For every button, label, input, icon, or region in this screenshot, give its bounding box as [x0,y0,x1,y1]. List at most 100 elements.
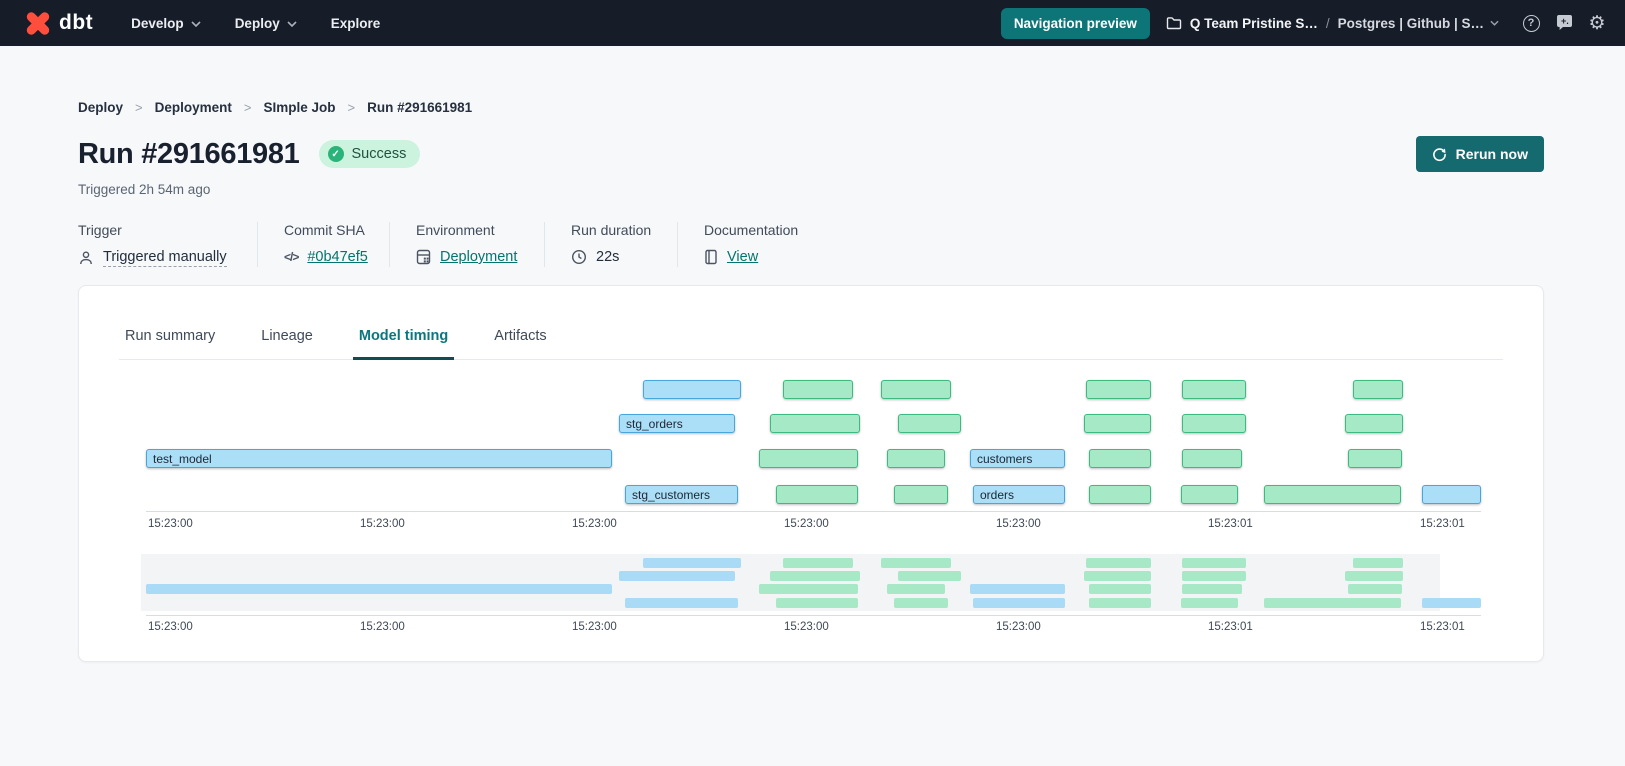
minimap-bar [1089,584,1151,594]
gantt-bar-label: stg_customers [632,487,711,502]
dbt-logo[interactable]: dbt [26,11,93,35]
axis-tick-label: 15:23:00 [572,518,617,530]
project-name[interactable]: Q Team Pristine S… [1190,16,1318,31]
nav-right: Navigation preview Q Team Pristine S… / … [1000,7,1607,39]
project-name-label: Q Team Pristine S… [1189,15,1318,31]
commit-sha-link[interactable]: #0b47ef5 [307,249,368,265]
chevron-down-icon [287,21,297,27]
environment-link[interactable]: Deployment [440,249,518,265]
chevron-down-icon [191,21,201,27]
folder-icon [1166,17,1182,30]
axis-tick-label: 15:23:00 [996,518,1041,530]
axis-tick-label: 15:23:00 [360,518,405,530]
gantt-bar[interactable] [1089,485,1151,504]
minimap-bar [1353,558,1403,568]
chevron-down-icon [1490,20,1499,26]
environment-selector[interactable]: Postgres | Github | S… [1338,16,1499,31]
gantt-bar-customers[interactable]: customers [970,449,1065,468]
minimap-bar [898,571,961,581]
gantt-bar-orders[interactable]: orders [973,485,1065,504]
nav-item-label: Deploy [234,15,280,31]
gantt-bar[interactable] [1182,380,1246,399]
gantt-bar[interactable] [1084,414,1151,433]
gantt-bar[interactable] [1182,414,1246,433]
gantt-bar[interactable] [1264,485,1401,504]
gantt-bar-label: test_model [153,451,212,466]
gantt-bar[interactable] [1422,485,1481,504]
gantt-bar[interactable] [1348,449,1402,468]
gantt-bar[interactable] [1181,485,1238,504]
gantt-bar[interactable] [1182,449,1242,468]
help-icon[interactable]: ? [1521,13,1541,33]
minimap-bar [1182,571,1246,581]
status-badge: ✓ Success [318,140,421,168]
gantt-bar[interactable] [887,449,945,468]
axis-tick-label: 15:23:00 [784,518,829,530]
svg-text:+.: +. [1561,16,1569,26]
axis-tick-label: 15:23:00 [360,621,405,633]
minimap-bar [1422,598,1481,608]
nav-item-develop[interactable]: Develop [131,16,201,31]
status-badge-label: Success [351,146,407,162]
gantt-bar[interactable] [783,380,853,399]
breadcrumb-deploy[interactable]: Deploy [78,100,124,115]
breadcrumb-job[interactable]: SImple Job [263,100,336,115]
gantt-bar[interactable] [894,485,948,504]
meta-trigger: Trigger Triggered manually [78,222,257,267]
meta-label: Trigger [78,222,122,238]
model-timing-gantt: stg_orders test_model customers stg_custome… [146,373,1481,535]
axis-tick-label: 15:23:01 [1420,621,1465,633]
gantt-bar-stg_orders[interactable]: stg_orders [619,414,735,433]
project-breadcrumb: Q Team Pristine S… / Postgres | Github |… [1166,16,1499,31]
top-nav: dbt Develop Deploy Explore Navigation pr… [0,0,1625,46]
minimap-bar [894,598,948,608]
minimap-bar [625,598,738,608]
gantt-bar-test_model[interactable]: test_model [146,449,612,468]
gantt-bar-label: orders [980,487,1015,502]
gantt-bar[interactable] [1345,414,1403,433]
gantt-bar[interactable] [1086,380,1151,399]
gantt-bar[interactable] [881,380,951,399]
meta-environment: Environment Deployment [389,222,544,267]
rerun-now-button[interactable]: Rerun now [1415,136,1544,172]
nav-item-explore[interactable]: Explore [331,16,381,31]
gantt-bar[interactable] [770,414,860,433]
project-separator: / [1325,15,1330,31]
documentation-view-link[interactable]: View [727,249,759,265]
meta-commit-sha: Commit SHA </> #0b47ef5 [257,222,389,267]
gantt-bar-stg_customers[interactable]: stg_customers [625,485,738,504]
tab-run-summary[interactable]: Run summary [125,328,216,344]
gantt-bar[interactable] [776,485,858,504]
gantt-bar[interactable] [898,414,961,433]
axis-tick-label: 15:23:01 [1420,518,1465,530]
feedback-icon[interactable]: +. [1554,13,1574,33]
tab-model-timing[interactable]: Model timing [352,328,455,360]
minimap-bar [1348,584,1402,594]
meta-label: Run duration [571,222,652,238]
axis-tick-label: 15:23:00 [996,621,1041,633]
gantt-bar[interactable] [1353,380,1403,399]
tab-artifacts[interactable]: Artifacts [494,328,547,344]
breadcrumb-separator: > [135,100,143,115]
clock-icon [571,249,587,265]
breadcrumb-deployment[interactable]: Deployment [154,100,232,115]
run-duration-value: 22s [596,249,620,265]
gantt-bar-label: stg_orders [626,416,683,431]
gantt-bar-label: customers [977,451,1033,466]
gantt-bar[interactable] [1089,449,1151,468]
nav-item-deploy[interactable]: Deploy [235,16,297,31]
minimap-bar [783,558,853,568]
minimap-bar [1345,571,1403,581]
meta-label: Documentation [704,222,799,238]
minimap-bar [1086,558,1151,568]
run-detail-card: Run summary Lineage Model timing Artifac… [78,285,1544,662]
minimap-bar [1089,598,1151,608]
page-content: Deploy > Deployment > SImple Job > Run #… [0,100,1625,662]
triggered-ago-text: Triggered 2h 54m ago [78,182,211,197]
gantt-bar[interactable] [759,449,858,468]
minimap-bar [1181,598,1238,608]
navigation-preview-button[interactable]: Navigation preview [1000,7,1150,39]
gantt-bar[interactable] [643,380,741,399]
settings-icon[interactable]: ⚙ [1588,12,1606,34]
tab-lineage[interactable]: Lineage [261,328,313,344]
